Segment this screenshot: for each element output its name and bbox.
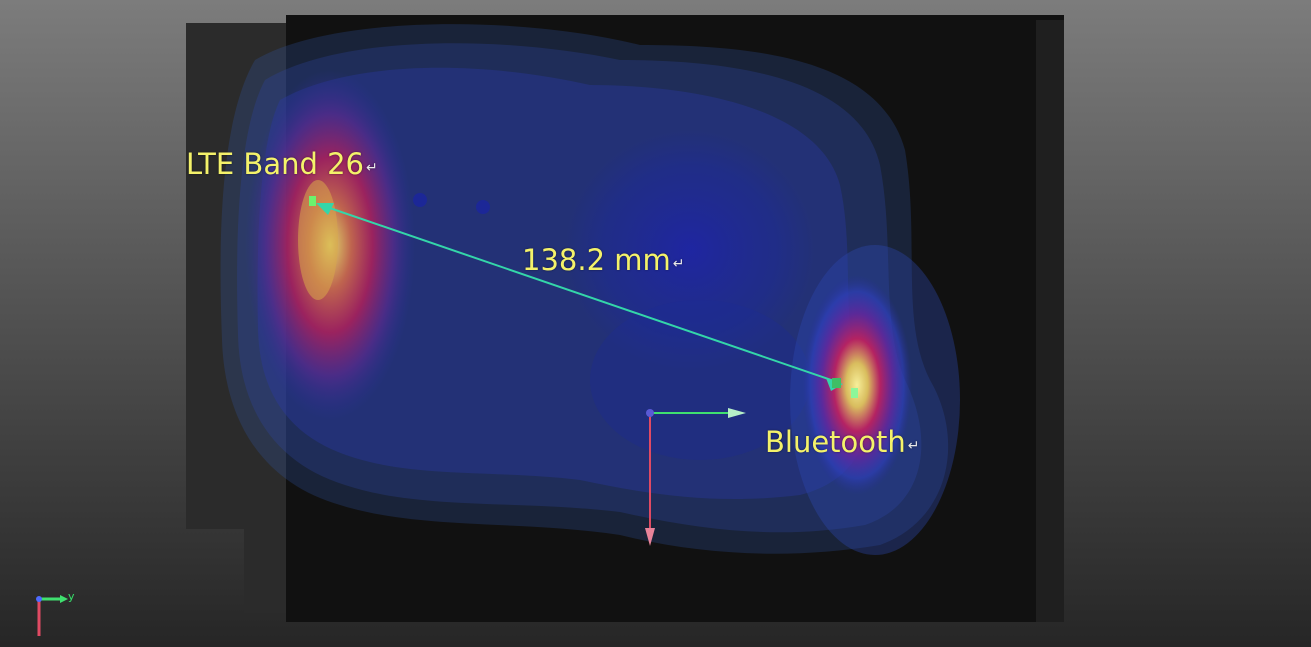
distance-label-text: 138.2 mm [522,243,671,277]
field-blob-lower [590,300,810,460]
measure-arrowhead-start [316,203,334,215]
field-dot-1 [413,193,427,207]
triad-origin [36,596,42,602]
board-plate-right-edge [1036,20,1064,622]
return-glyph: ↵ [672,256,685,272]
lte-band-label-text: LTE Band 26 [186,147,364,181]
marker-bluetooth-b[interactable] [851,388,858,398]
hotspot-bluetooth [802,275,912,495]
bluetooth-label: Bluetooth ↵ [765,428,920,457]
field-dot-2 [476,200,490,214]
gizmo-axis-x-arrow [728,408,746,418]
triad-axis-x-arrow [60,595,68,603]
board-plate-back-lower [244,529,288,613]
hotspot-lte-core [298,180,338,300]
marker-lte[interactable] [309,196,316,206]
gizmo-axis-y-arrow [645,528,655,546]
return-glyph: ↵ [366,160,378,176]
triad-y-label: y [68,590,75,603]
measure-line[interactable] [317,203,841,384]
bluetooth-label-text: Bluetooth [765,425,906,459]
return-glyph: ↵ [907,438,920,454]
marker-bluetooth-a[interactable] [832,378,841,388]
gizmo-origin [646,409,654,417]
distance-label: 138.2 mm ↵ [522,246,684,275]
lte-band-label: LTE Band 26 ↵ [186,150,378,179]
